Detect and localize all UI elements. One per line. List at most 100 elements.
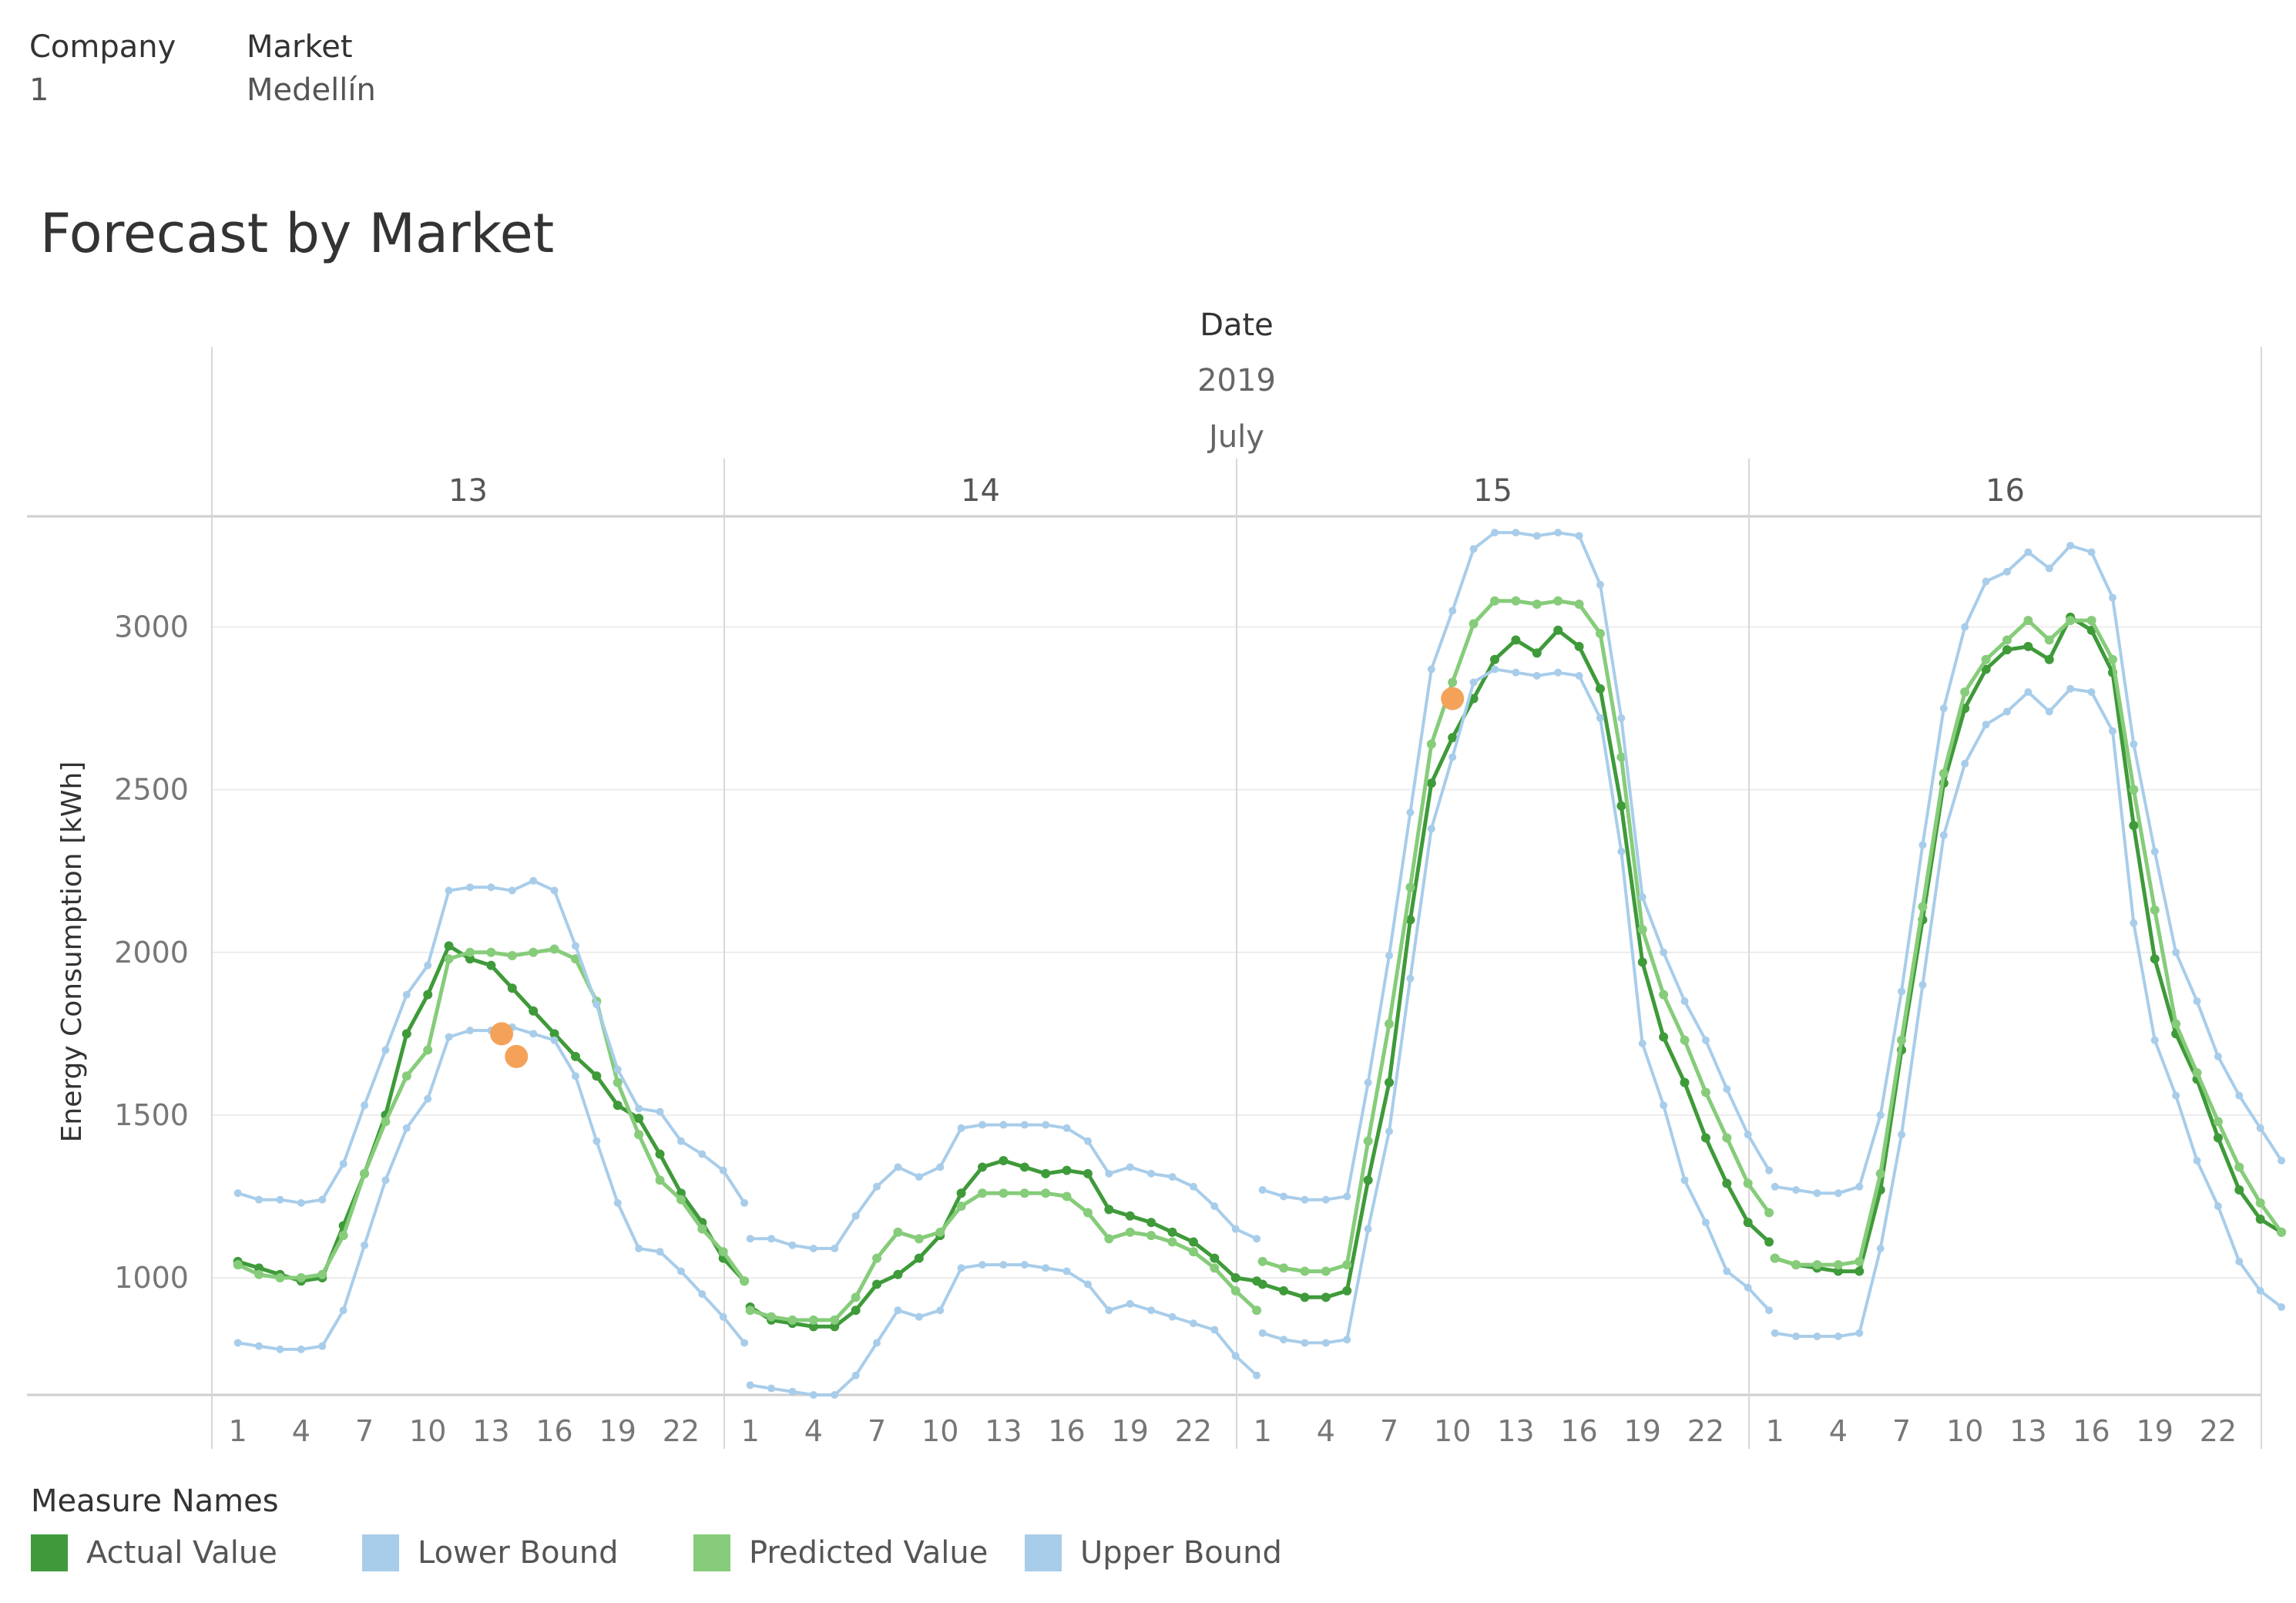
legend-item-predicted[interactable]: Predicted Value bbox=[693, 1534, 1025, 1571]
data-point-upper-bound bbox=[1343, 1192, 1351, 1201]
data-point-actual-value bbox=[507, 983, 517, 993]
x-tick-label: 10 bbox=[1434, 1414, 1471, 1448]
data-point-lower-bound bbox=[613, 1198, 622, 1207]
panel-day-label: 13 bbox=[448, 473, 488, 509]
data-point-predicted-value bbox=[2086, 616, 2096, 626]
series-line-predicted-value bbox=[749, 1191, 1258, 1322]
data-point-lower-bound bbox=[1617, 847, 1626, 855]
data-point-upper-bound bbox=[381, 1046, 390, 1054]
data-point-actual-value bbox=[1981, 664, 1991, 674]
data-point-lower-bound bbox=[1469, 678, 1478, 687]
data-point-predicted-value bbox=[1230, 1285, 1240, 1296]
data-point-lower-bound bbox=[676, 1267, 685, 1275]
data-point-predicted-value bbox=[1833, 1260, 1843, 1270]
data-point-lower-bound bbox=[719, 1312, 727, 1321]
data-point-upper-bound bbox=[1596, 580, 1604, 589]
x-tick-label: 16 bbox=[535, 1414, 572, 1448]
legend-item-lower[interactable]: Lower Bound bbox=[362, 1534, 693, 1571]
data-point-upper-bound bbox=[1385, 952, 1394, 959]
data-point-upper-bound bbox=[297, 1198, 305, 1207]
data-point-upper-bound bbox=[1918, 841, 1927, 849]
chart-title: Forecast by Market bbox=[40, 202, 555, 265]
data-point-predicted-value bbox=[1875, 1168, 1885, 1178]
data-point-predicted-value bbox=[718, 1247, 728, 1257]
x-tick-label: 22 bbox=[1687, 1414, 1724, 1448]
data-point-upper-bound bbox=[233, 1189, 242, 1198]
data-point-predicted-value bbox=[851, 1292, 861, 1302]
legend-item-upper[interactable]: Upper Bound bbox=[1025, 1534, 1356, 1571]
data-point-lower-bound bbox=[2108, 727, 2116, 735]
data-point-actual-value bbox=[1855, 1266, 1865, 1276]
x-tick-label: 13 bbox=[1497, 1414, 1534, 1448]
data-point-lower-bound bbox=[297, 1345, 305, 1353]
data-point-upper-bound bbox=[276, 1195, 284, 1204]
data-point-upper-bound bbox=[936, 1163, 945, 1171]
data-point-lower-bound bbox=[571, 1072, 579, 1080]
data-point-actual-value bbox=[1680, 1077, 1690, 1087]
data-point-actual-value bbox=[1532, 648, 1542, 658]
data-point-actual-value bbox=[2255, 1215, 2265, 1224]
x-tick-label: 4 bbox=[1829, 1414, 1848, 1448]
data-point-upper-bound bbox=[1813, 1189, 1821, 1198]
data-point-upper-bound bbox=[2003, 567, 2011, 576]
data-point-predicted-value bbox=[2107, 654, 2117, 664]
data-point-actual-value bbox=[956, 1188, 966, 1198]
data-point-predicted-value bbox=[740, 1276, 750, 1286]
market-filter[interactable]: Market Medellín bbox=[247, 29, 376, 108]
company-filter[interactable]: Company 1 bbox=[29, 29, 176, 108]
x-tick-label: 19 bbox=[2137, 1414, 2173, 1448]
data-point-actual-value bbox=[1595, 684, 1605, 694]
series-line-upper-bound bbox=[237, 879, 746, 1205]
data-point-lower-bound bbox=[746, 1381, 754, 1390]
data-point-predicted-value bbox=[2234, 1162, 2244, 1172]
data-point-lower-bound bbox=[978, 1261, 986, 1269]
data-point-upper-bound bbox=[1771, 1182, 1779, 1191]
data-point-predicted-value bbox=[381, 1117, 391, 1127]
data-point-predicted-value bbox=[1722, 1133, 1732, 1143]
data-point-predicted-value bbox=[1960, 687, 1970, 697]
data-point-lower-bound bbox=[381, 1176, 390, 1185]
data-point-lower-bound bbox=[1918, 981, 1927, 989]
data-point-upper-bound bbox=[1448, 607, 1457, 615]
company-filter-value[interactable]: 1 bbox=[29, 72, 49, 108]
data-point-upper-bound bbox=[698, 1150, 707, 1158]
data-point-lower-bound bbox=[851, 1371, 860, 1380]
data-point-upper-bound bbox=[1939, 704, 1948, 713]
data-point-predicted-value bbox=[808, 1315, 818, 1325]
data-point-lower-bound bbox=[1280, 1336, 1288, 1344]
data-point-lower-bound bbox=[1427, 825, 1435, 833]
data-point-actual-value bbox=[1062, 1165, 1072, 1175]
data-point-upper-bound bbox=[2024, 548, 2032, 556]
data-point-upper-bound bbox=[255, 1195, 264, 1204]
data-point-predicted-value bbox=[2044, 635, 2054, 645]
data-point-predicted-value bbox=[1680, 1035, 1690, 1045]
x-tick-label: 10 bbox=[1946, 1414, 1983, 1448]
data-point-predicted-value bbox=[1146, 1231, 1156, 1241]
market-filter-value[interactable]: Medellín bbox=[247, 72, 376, 108]
data-point-upper-bound bbox=[2278, 1157, 2286, 1164]
legend-item-actual[interactable]: Actual Value bbox=[31, 1534, 362, 1571]
data-point-upper-bound bbox=[1231, 1225, 1240, 1233]
x-tick-label: 19 bbox=[599, 1414, 636, 1448]
data-point-lower-bound bbox=[698, 1290, 707, 1299]
x-tick-label: 7 bbox=[1892, 1414, 1911, 1448]
data-point-upper-bound bbox=[851, 1211, 860, 1220]
data-point-upper-bound bbox=[1364, 1078, 1372, 1087]
data-point-upper-bound bbox=[529, 876, 538, 885]
data-point-upper-bound bbox=[740, 1198, 749, 1207]
data-point-predicted-value bbox=[1104, 1234, 1114, 1244]
data-point-predicted-value bbox=[935, 1227, 945, 1237]
data-point-lower-bound bbox=[1771, 1329, 1779, 1337]
data-point-lower-bound bbox=[1231, 1352, 1240, 1360]
data-point-actual-value bbox=[1490, 654, 1499, 664]
data-point-predicted-value bbox=[1511, 596, 1521, 606]
data-point-predicted-value bbox=[1574, 600, 1584, 609]
data-point-actual-value bbox=[1764, 1237, 1774, 1247]
data-point-predicted-value bbox=[486, 947, 496, 957]
data-point-actual-value bbox=[1210, 1253, 1220, 1263]
data-point-upper-bound bbox=[1168, 1173, 1177, 1181]
data-point-actual-value bbox=[465, 954, 475, 964]
data-point-predicted-value bbox=[745, 1306, 755, 1316]
data-point-upper-bound bbox=[613, 1065, 622, 1074]
data-point-upper-bound bbox=[2172, 948, 2180, 956]
